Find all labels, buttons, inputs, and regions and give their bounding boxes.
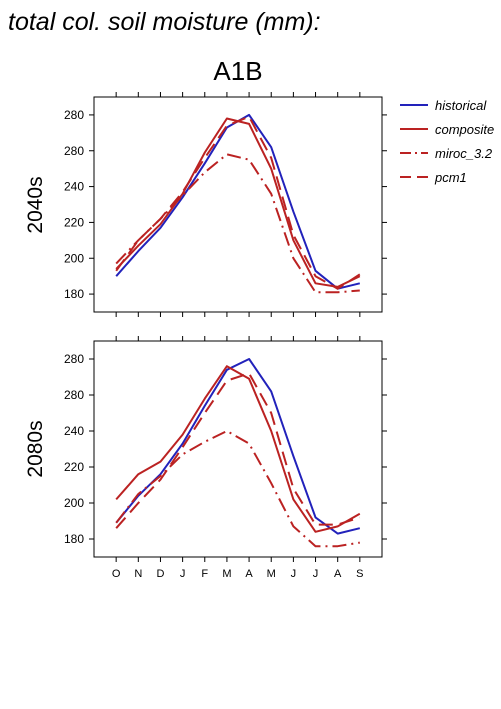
plot-frame <box>93 96 383 313</box>
figure-title: total col. soil moisture (mm): <box>8 8 321 36</box>
x-tick-label: J <box>180 568 186 580</box>
y-tick-label: 220 <box>64 460 84 474</box>
x-tick-label: M <box>267 568 276 580</box>
x-tick-label: N <box>134 568 142 580</box>
x-tick-label: J <box>291 568 297 580</box>
legend-label: miroc_3.2 <box>435 146 493 161</box>
scenario-title: A1B <box>213 56 263 86</box>
x-tick-label: A <box>334 568 342 580</box>
y-tick-label: 280 <box>64 144 84 158</box>
series-line-historical <box>115 113 361 290</box>
x-tick-label: A <box>245 568 253 580</box>
x-tick-label: O <box>112 568 121 580</box>
series-line-miroc-3-2 <box>115 430 360 548</box>
x-tick-label: J <box>313 568 319 580</box>
y-tick-label: 200 <box>64 251 84 265</box>
y-axis-label: 2080s <box>24 420 47 477</box>
plot-frame <box>93 340 383 558</box>
y-tick-label: 240 <box>64 180 84 194</box>
x-tick-label: F <box>201 568 208 580</box>
x-tick-label: S <box>356 568 363 580</box>
series-line-pcm1 <box>115 372 361 529</box>
y-tick-label: 180 <box>64 287 84 301</box>
legend-label: composite <box>435 122 494 137</box>
legend: historical composite miroc_3.2 pcm1 <box>400 98 494 185</box>
series-line-composite <box>115 365 361 533</box>
panels-group: 180 200 220 240 280 280 2040s 180 200 220 240 280 28… <box>24 92 387 580</box>
panel-2080s: 180 200 220 240 280 280 O N D J F M A M J J A S 2080s <box>24 336 387 580</box>
series-line-historical <box>115 358 361 535</box>
y-axis-label: 2040s <box>24 176 47 233</box>
series-line-pcm1 <box>115 115 361 290</box>
y-tick-label: 220 <box>64 215 84 229</box>
y-tick-label: 240 <box>64 424 84 438</box>
legend-label: pcm1 <box>434 170 467 185</box>
x-tick-label: D <box>156 568 164 580</box>
y-tick-label: 280 <box>64 352 84 366</box>
panel-2040s: 180 200 220 240 280 280 2040s <box>24 92 387 317</box>
series-line-composite <box>115 117 361 288</box>
legend-label: historical <box>435 98 487 113</box>
series-line-miroc-3-2 <box>115 153 360 294</box>
y-tick-label: 180 <box>64 532 84 546</box>
y-tick-label: 280 <box>64 108 84 122</box>
y-tick-label: 200 <box>64 496 84 510</box>
x-tick-label: M <box>222 568 231 580</box>
y-tick-label: 280 <box>64 388 84 402</box>
